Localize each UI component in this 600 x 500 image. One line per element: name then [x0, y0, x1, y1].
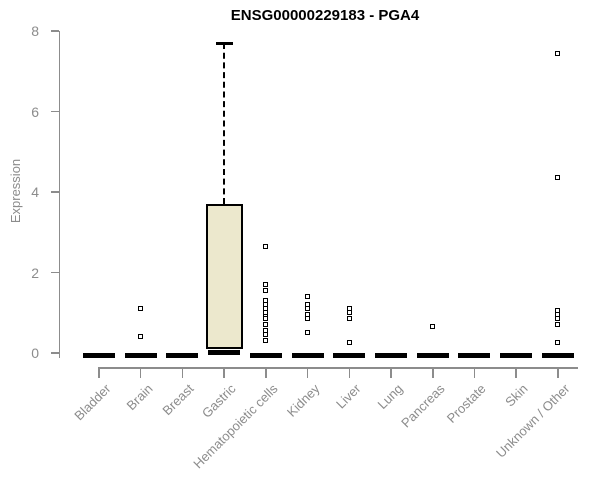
median-bar-unknown-other [541, 352, 574, 358]
outlier-point [430, 324, 436, 330]
median-bar-hematopoietic-cells [249, 352, 282, 358]
x-tick [557, 367, 559, 378]
x-axis-line [98, 367, 578, 369]
whisker-cap-gastric [215, 41, 233, 45]
outlier-point [555, 316, 561, 322]
whisker-gastric [223, 43, 226, 205]
x-tick [139, 367, 142, 378]
outlier-point [305, 316, 311, 322]
page-title: ENSG00000229183 - PGA4 [230, 7, 420, 24]
median-bar-bladder [83, 352, 115, 358]
x-tick [348, 367, 351, 378]
y-tick-label: 8 [31, 23, 39, 39]
outlier-point [263, 322, 269, 328]
x-tick [265, 367, 267, 378]
outlier-point [263, 338, 269, 344]
median-bar-liver [333, 352, 366, 358]
y-tick [50, 271, 59, 274]
median-bar-brain [124, 352, 157, 358]
outlier-point [263, 288, 269, 294]
outlier-point [138, 334, 144, 340]
x-tick [473, 367, 476, 378]
y-tick [50, 110, 59, 113]
x-tick [223, 367, 225, 378]
outlier-point [346, 340, 352, 346]
outlier-point [263, 282, 269, 288]
x-tick [515, 367, 517, 378]
y-tick [50, 352, 59, 354]
outlier-point [346, 310, 352, 316]
x-tick [390, 367, 392, 378]
x-tick [432, 367, 434, 378]
y-tick-label: 4 [31, 184, 39, 200]
median-bar-breast [166, 352, 199, 358]
y-axis-line [58, 31, 60, 358]
y-tick-label: 0 [31, 345, 39, 361]
box-gastric [205, 204, 243, 349]
median-bar-pancreas [416, 352, 449, 358]
x-tick [181, 367, 184, 378]
outlier-point [263, 243, 269, 249]
outlier-point [263, 316, 269, 322]
y-tick-label: 2 [31, 264, 39, 281]
median-bar-lung [375, 352, 408, 358]
outlier-point [263, 332, 269, 338]
median-bar-kidney [291, 352, 324, 358]
y-tick [50, 30, 59, 32]
median-bar-gastric [208, 350, 241, 356]
median-bar-prostate [458, 352, 491, 358]
outlier-point [305, 306, 311, 312]
outlier-point [555, 340, 561, 346]
outlier-point [305, 294, 311, 300]
outlier-point [555, 50, 561, 56]
x-tick [306, 367, 309, 378]
x-tick [98, 367, 100, 378]
outlier-point [555, 175, 561, 181]
outlier-point [346, 316, 352, 322]
y-tick-label: 6 [31, 103, 39, 120]
y-tick [50, 191, 59, 193]
outlier-point [138, 306, 144, 312]
median-bar-skin [500, 352, 533, 358]
x-tick-label-unknown-other: Unknown / Other [492, 381, 573, 461]
outlier-point [305, 330, 311, 336]
outlier-point [555, 322, 561, 328]
